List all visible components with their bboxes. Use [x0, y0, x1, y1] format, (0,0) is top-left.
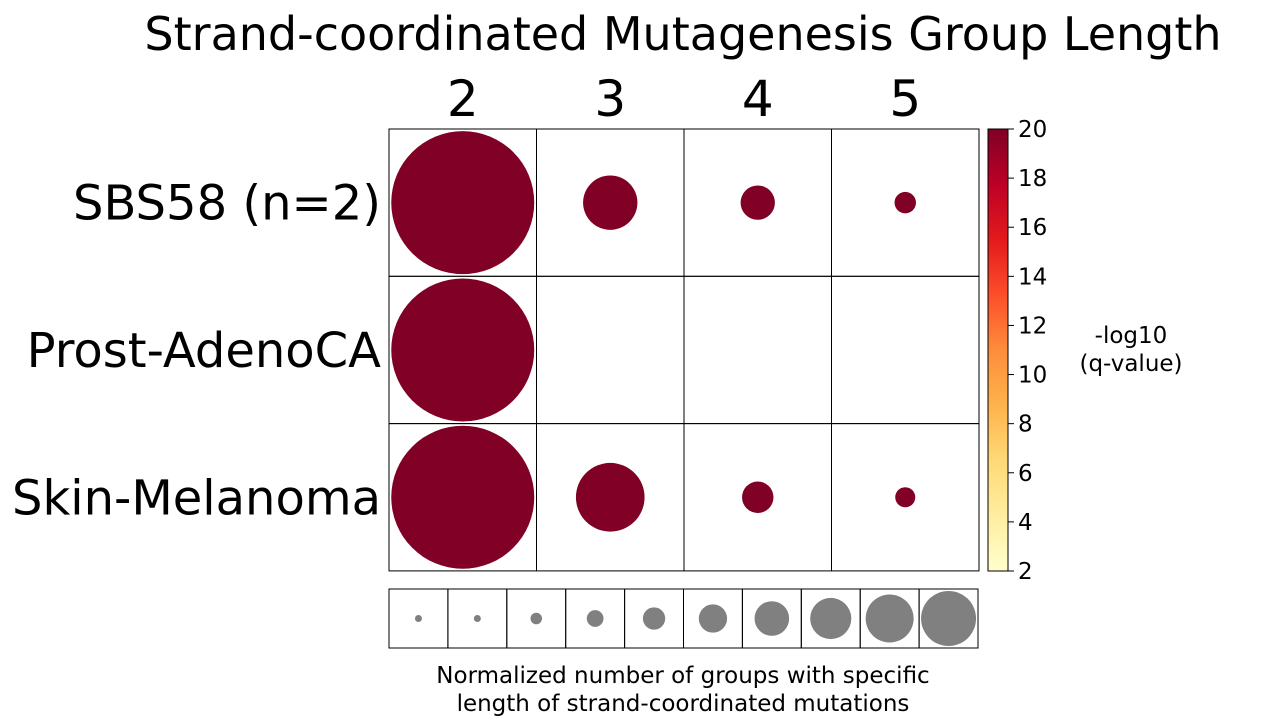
column-label: 5: [889, 70, 921, 128]
chart-title: Strand-coordinated Mutagenesis Group Len…: [144, 7, 1221, 61]
colorbar-tick-label: 20: [1018, 117, 1047, 143]
row-label: Skin-Melanoma: [12, 470, 381, 526]
column-label: 3: [594, 70, 626, 128]
row-label: Prost-AdenoCA: [27, 323, 382, 379]
size-legend-bubble: [754, 601, 790, 636]
colorbar-tick-label: 4: [1018, 510, 1033, 536]
size-legend: Normalized number of groups with specifi…: [388, 588, 979, 717]
grid-cell: [683, 275, 832, 425]
size-legend-cell: [918, 588, 979, 649]
colorbar-tick-label: 10: [1018, 363, 1047, 389]
size-legend-bubble: [530, 612, 542, 625]
bubble: [391, 425, 535, 569]
colorbar: 2 4 6 8 10 12 14 16 18 20 -log10(q-value): [987, 117, 1183, 585]
grid-cell: [831, 423, 980, 572]
grid-cell: [536, 275, 685, 425]
column-labels: 2 3 4 5: [447, 70, 921, 128]
column-label: 4: [742, 70, 774, 128]
colorbar-tick-label: 16: [1018, 215, 1047, 241]
size-legend-caption: length of strand-coordinated mutations: [457, 691, 910, 717]
colorbar-tick-label: 6: [1018, 461, 1033, 487]
size-legend-bubble: [414, 615, 422, 622]
colorbar-label: -log10: [1095, 323, 1168, 349]
size-legend-bubble: [698, 604, 728, 633]
size-legend-bubble: [586, 610, 604, 627]
colorbar-tick-label: 14: [1018, 264, 1047, 290]
bubble: [740, 185, 775, 220]
bubble: [895, 487, 916, 508]
bubble: [583, 175, 638, 230]
size-legend-bubble: [810, 597, 852, 640]
size-legend-bubble: [642, 607, 666, 630]
row-label: SBS58 (n=2): [73, 176, 381, 232]
size-legend-bubble: [865, 594, 914, 643]
grid-cell: [831, 275, 980, 425]
row-labels: SBS58 (n=2) Prost-AdenoCA Skin-Melanoma: [12, 176, 381, 527]
bubble-grid: [388, 128, 980, 572]
size-legend-caption: Normalized number of groups with specifi…: [436, 663, 929, 689]
bubbles: [391, 131, 916, 569]
bubble: [742, 481, 774, 513]
size-legend-bubble: [921, 591, 977, 646]
bubble: [575, 462, 645, 532]
size-legend-bubble: [473, 615, 481, 622]
colorbar-label: (q-value): [1079, 351, 1182, 377]
colorbar-gradient: [987, 128, 1009, 572]
colorbar-tick-label: 2: [1018, 559, 1033, 585]
colorbar-tick-label: 12: [1018, 313, 1047, 339]
colorbar-tick-label: 18: [1018, 166, 1047, 192]
bubble: [391, 278, 535, 422]
bubble: [391, 131, 535, 275]
bubble: [894, 191, 916, 214]
column-label: 2: [447, 70, 479, 128]
colorbar-tick-label: 8: [1018, 412, 1033, 438]
